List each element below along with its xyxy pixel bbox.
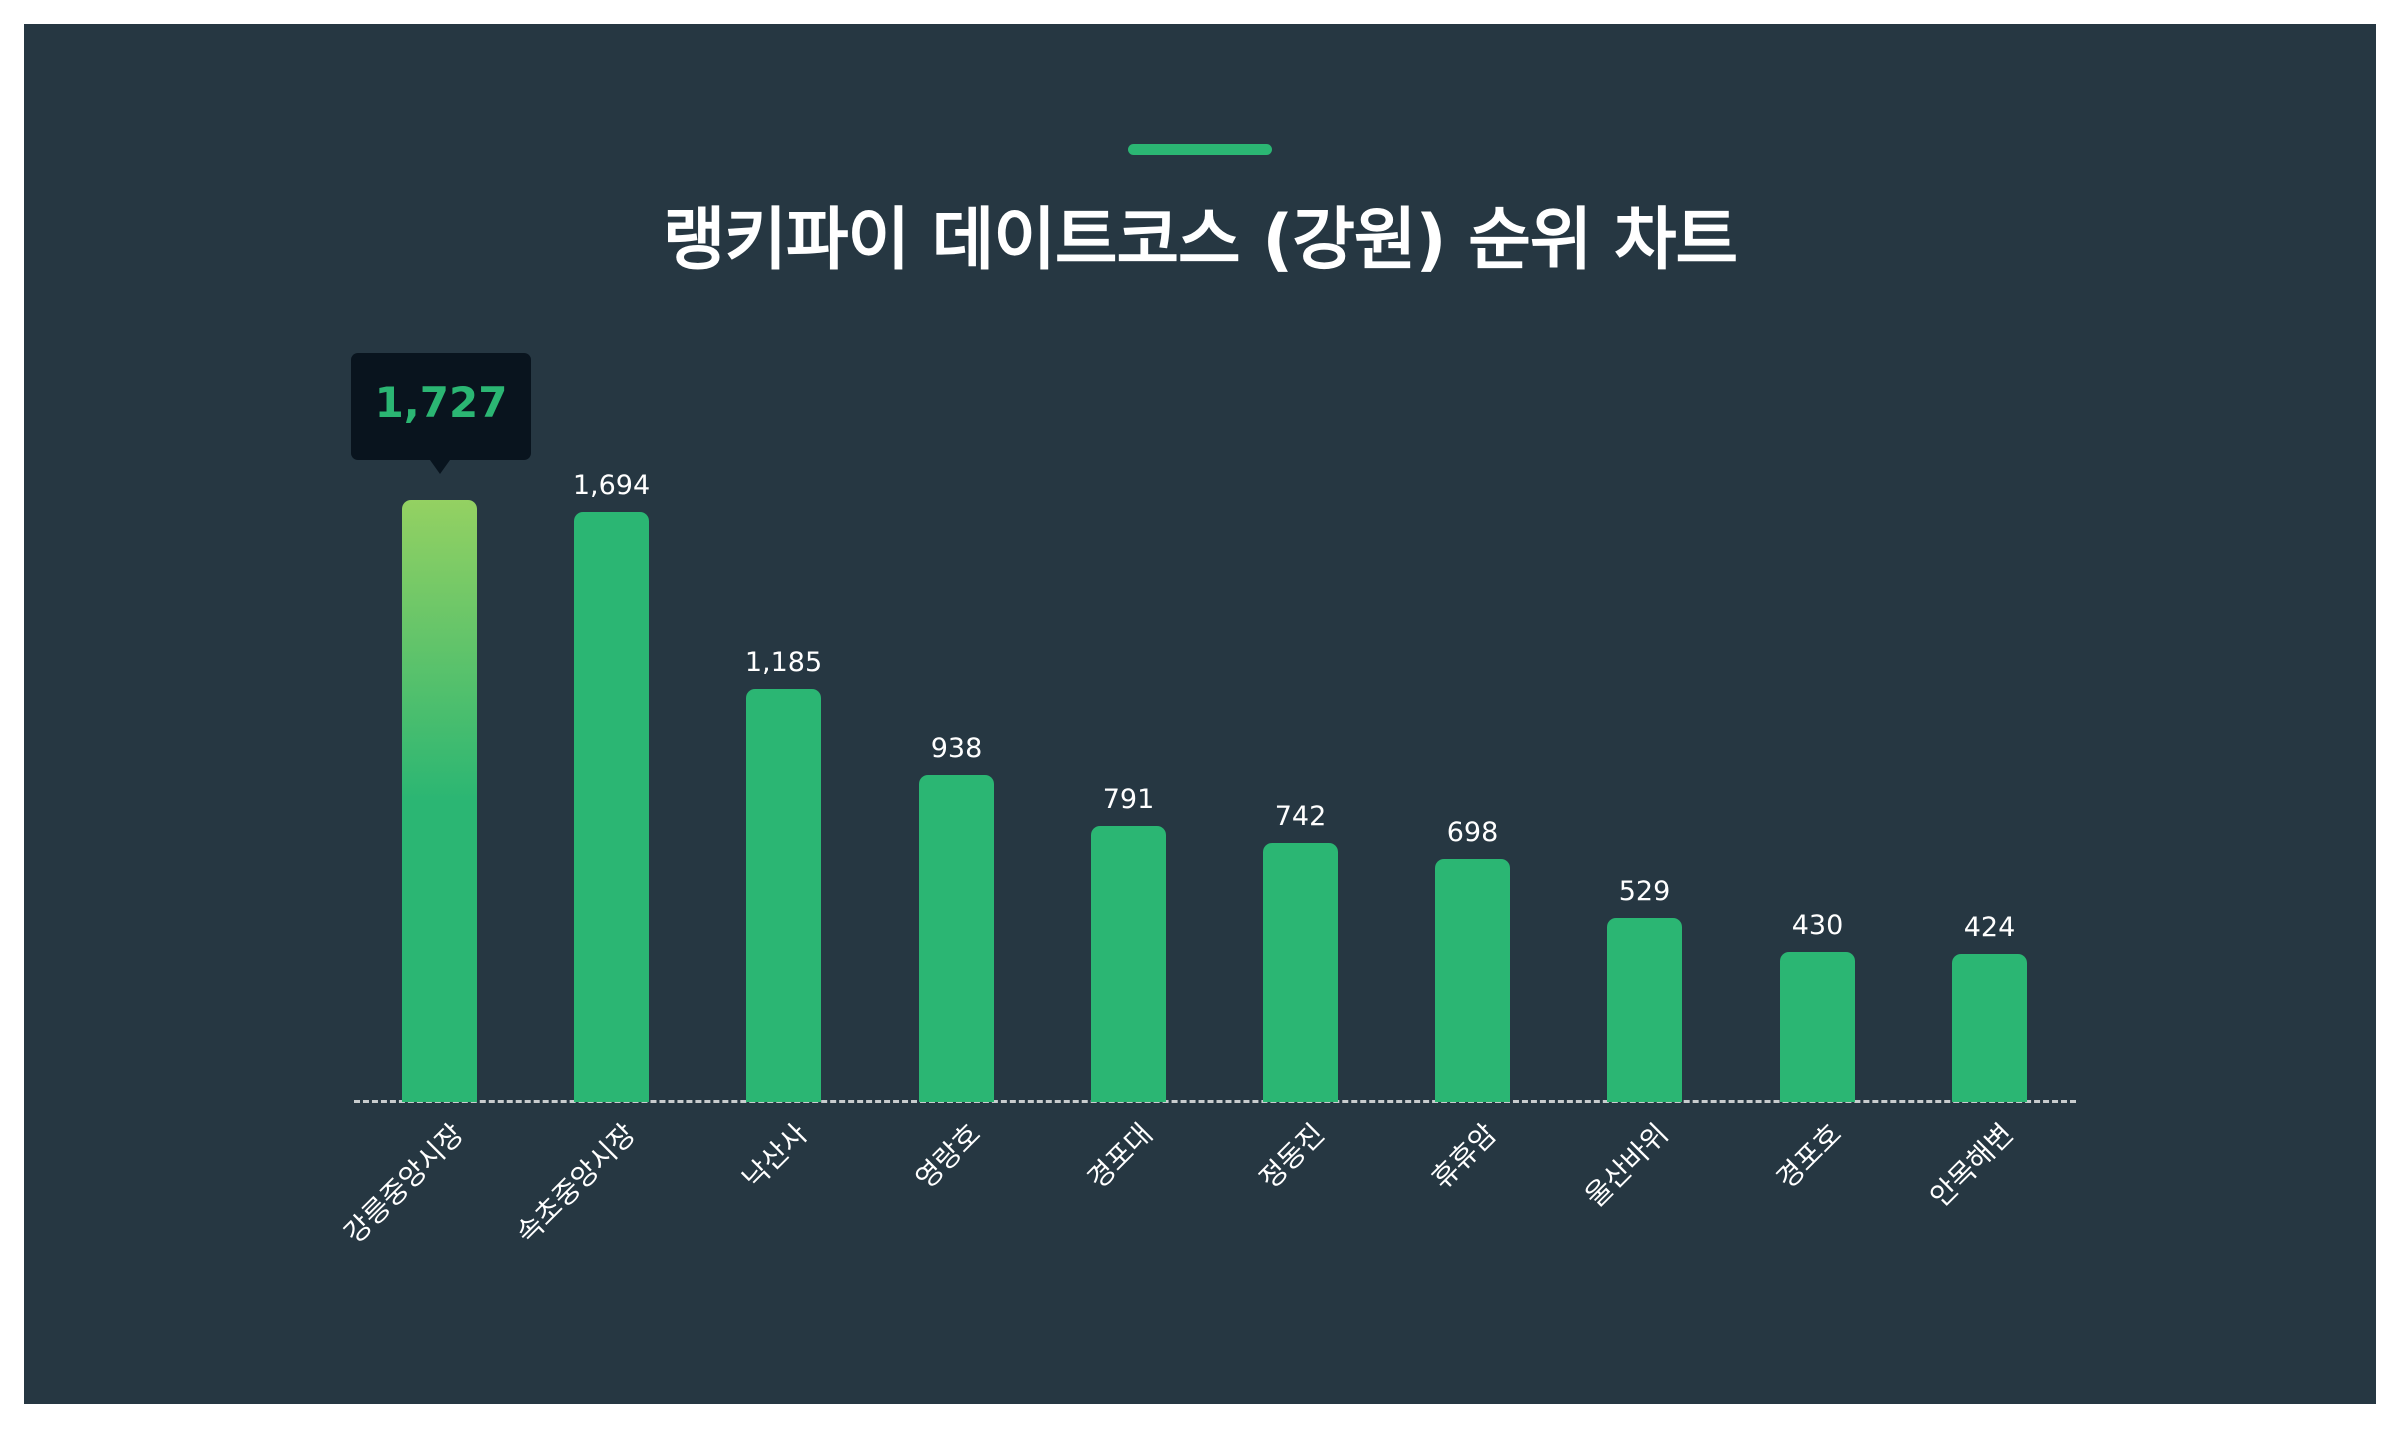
bar-value-label: 698: [1446, 817, 1499, 848]
bar-value-label: 529: [1618, 876, 1671, 907]
x-axis-label: 휴휴암: [1425, 1117, 1504, 1196]
x-axis-baseline: [354, 1100, 2076, 1103]
bar[interactable]: [1435, 859, 1510, 1102]
bar[interactable]: [1091, 826, 1166, 1102]
x-axis-label: 영랑호: [909, 1117, 988, 1196]
bar[interactable]: [402, 500, 477, 1102]
chart-title: 랭키파이 데이트코스 (강원) 순위 차트: [662, 201, 1738, 280]
bar-value-label: 938: [930, 733, 983, 764]
bar-value-label: 424: [1963, 912, 2016, 943]
title-accent-bar: [1128, 144, 1272, 155]
bar-value-label: 1,694: [572, 470, 651, 501]
bar[interactable]: [919, 775, 994, 1102]
value-tooltip: 1,727: [351, 353, 531, 474]
x-axis-label: 낙산사: [736, 1117, 815, 1196]
bar-value-label: 430: [1791, 910, 1844, 941]
tooltip-value: 1,727: [374, 378, 508, 427]
x-axis-label: 정동진: [1253, 1117, 1332, 1196]
bar[interactable]: [746, 689, 821, 1102]
bar-value-label: 742: [1274, 801, 1327, 832]
tooltip-arrow-icon: [430, 460, 450, 474]
bar-value-label: 791: [1102, 784, 1155, 815]
x-axis-label: 경포호: [1770, 1117, 1849, 1196]
bar-value-label: 1,185: [744, 647, 823, 678]
bar[interactable]: [574, 512, 649, 1102]
bar[interactable]: [1780, 952, 1855, 1102]
bar[interactable]: [1263, 843, 1338, 1102]
x-axis-label: 속초중앙시장: [509, 1117, 643, 1250]
x-axis-label: 안목해변: [1923, 1117, 2021, 1214]
x-axis-label: 울산바위: [1578, 1117, 1676, 1214]
x-axis-label: 경포대: [1081, 1117, 1160, 1196]
bar[interactable]: [1607, 918, 1682, 1102]
bar[interactable]: [1952, 954, 2027, 1102]
x-axis-label: 강릉중앙시장: [337, 1117, 471, 1250]
